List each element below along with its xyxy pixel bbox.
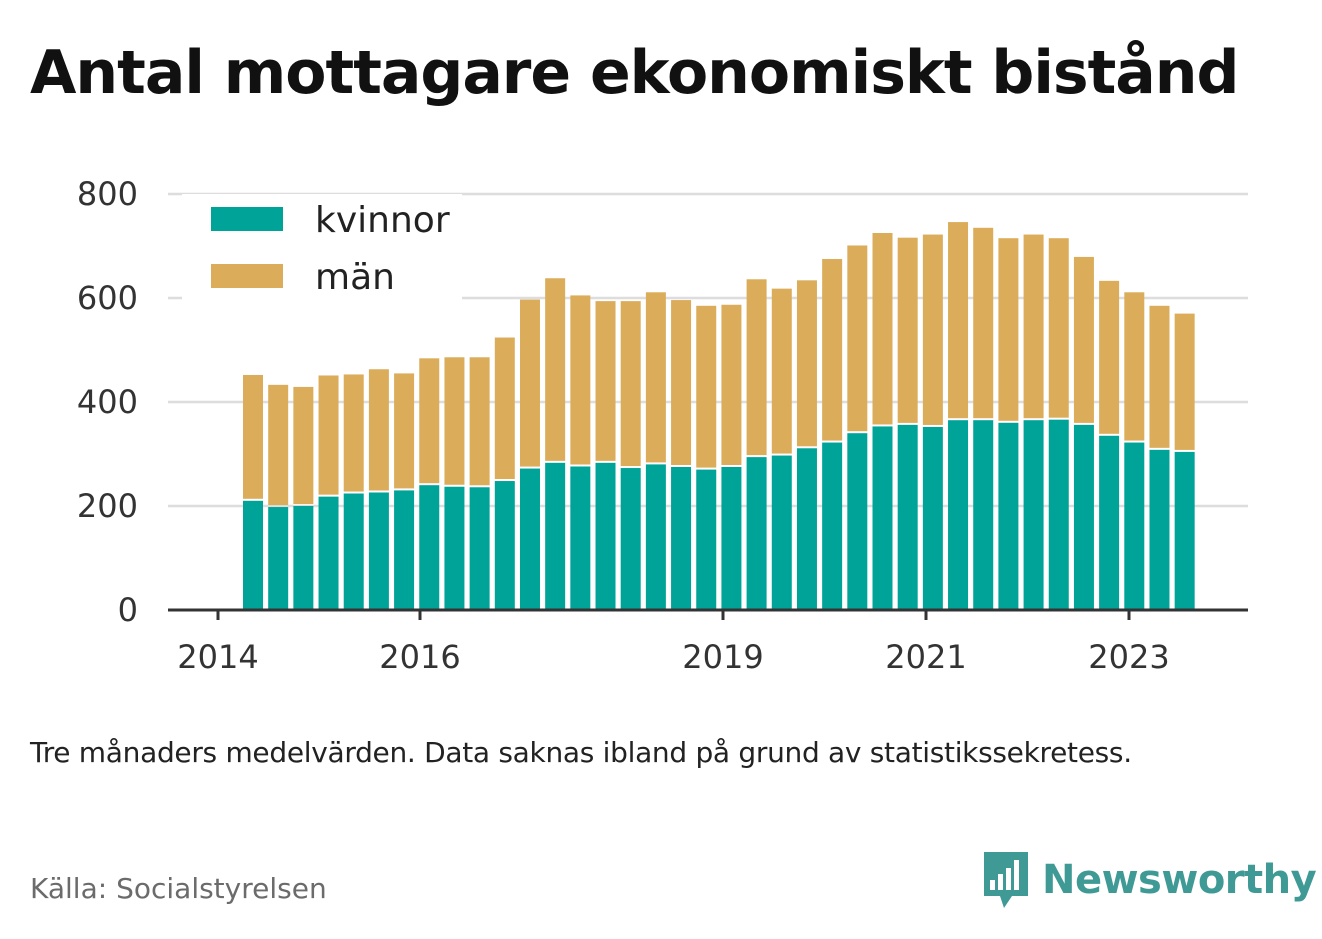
bar-kvinnor xyxy=(293,506,314,610)
bar-kvinnor xyxy=(394,490,415,610)
x-tick-label: 2014 xyxy=(177,638,258,676)
chart-note: Tre månaders medelvärden. Data saknas ib… xyxy=(30,736,1132,769)
bar-kvinnor xyxy=(1048,419,1069,610)
bar-kvinnor xyxy=(696,469,717,610)
bar-kvinnor xyxy=(973,420,994,610)
bar-kvinnor xyxy=(595,462,616,610)
bar-kvinnor xyxy=(998,422,1019,610)
bar-kvinnor xyxy=(721,467,742,610)
bar-man xyxy=(419,358,440,484)
bar-kvinnor xyxy=(1149,449,1170,610)
bar-kvinnor xyxy=(822,442,843,610)
bar-man xyxy=(1073,256,1094,423)
bar-man xyxy=(545,278,566,461)
bar-man xyxy=(343,374,364,492)
y-tick-label: 0 xyxy=(118,591,138,629)
bar-man xyxy=(620,301,641,467)
bar-man xyxy=(444,357,465,485)
bar-man xyxy=(822,259,843,441)
bar-kvinnor xyxy=(1124,442,1145,610)
stacked-bar-chart: 0 200 400 600 800 kvinnor män 2014 2016 2019 2021 2… xyxy=(77,175,1248,676)
x-tick-label: 2019 xyxy=(682,638,763,676)
bar-man xyxy=(494,337,515,480)
y-tick-label: 600 xyxy=(77,279,138,317)
bar-kvinnor xyxy=(343,493,364,610)
bar-man xyxy=(721,304,742,465)
bar-man xyxy=(1023,234,1044,419)
bar-man xyxy=(268,384,289,506)
bar-kvinnor xyxy=(419,485,440,610)
legend-swatch-man xyxy=(211,264,283,288)
bar-kvinnor xyxy=(444,486,465,610)
bar-kvinnor xyxy=(243,500,263,610)
bar-kvinnor xyxy=(771,455,792,610)
bar-kvinnor xyxy=(897,424,918,610)
bar-kvinnor xyxy=(1023,420,1044,610)
bar-kvinnor xyxy=(671,467,692,610)
bar-man xyxy=(872,233,893,425)
bar-man xyxy=(243,374,263,499)
bar-man xyxy=(998,238,1019,421)
bar-man xyxy=(595,301,616,461)
bar-man xyxy=(1099,280,1120,434)
bar-man xyxy=(771,288,792,454)
bar-man xyxy=(948,222,969,419)
bar-kvinnor xyxy=(948,420,969,610)
bar-kvinnor xyxy=(469,487,490,610)
bar-man xyxy=(570,295,591,465)
bar-kvinnor xyxy=(645,464,666,610)
brand-logo[interactable]: Newsworthy xyxy=(982,850,1317,910)
bar-man xyxy=(293,386,314,504)
bar-kvinnor xyxy=(796,448,817,610)
bar-kvinnor xyxy=(494,481,515,610)
bar-kvinnor xyxy=(847,433,868,610)
y-tick-label: 800 xyxy=(77,175,138,213)
newsworthy-chart-bubble-icon xyxy=(984,852,1028,908)
bar-kvinnor xyxy=(570,466,591,610)
bar-man xyxy=(696,305,717,468)
bar-kvinnor xyxy=(620,468,641,610)
legend-label: män xyxy=(315,257,395,298)
bar-kvinnor xyxy=(1174,451,1195,610)
bar-man xyxy=(922,234,943,425)
brand-name: Newsworthy xyxy=(1042,857,1317,903)
legend-swatch-kvinnor xyxy=(211,207,283,231)
bar-kvinnor xyxy=(318,496,339,610)
y-tick-label: 200 xyxy=(77,487,138,525)
bar-kvinnor xyxy=(545,462,566,610)
bar-kvinnor xyxy=(1099,435,1120,610)
bar-kvinnor xyxy=(1073,424,1094,610)
x-tick-label: 2016 xyxy=(379,638,460,676)
bar-kvinnor xyxy=(268,507,289,610)
bar-man xyxy=(645,292,666,463)
x-tick-label: 2021 xyxy=(885,638,966,676)
bar-kvinnor xyxy=(519,468,540,610)
legend-label: kvinnor xyxy=(315,200,450,241)
bar-man xyxy=(746,279,767,456)
chart-title: Antal mottagare ekonomiskt bistånd xyxy=(30,38,1239,108)
bar-kvinnor xyxy=(746,457,767,610)
bar-kvinnor xyxy=(922,426,943,610)
bar-man xyxy=(1174,313,1195,450)
bar-man xyxy=(973,227,994,419)
bar-man xyxy=(897,237,918,423)
bar-kvinnor xyxy=(368,492,389,610)
bar-man xyxy=(1124,292,1145,441)
y-tick-label: 400 xyxy=(77,383,138,421)
bar-man xyxy=(318,375,339,495)
source-label: Källa: Socialstyrelsen xyxy=(30,872,327,905)
bar-man xyxy=(469,357,490,486)
bar-man xyxy=(1149,305,1170,448)
bar-man xyxy=(847,245,868,432)
bar-man xyxy=(368,369,389,491)
bar-kvinnor xyxy=(872,426,893,610)
bar-man xyxy=(394,373,415,489)
bar-man xyxy=(796,280,817,447)
x-tick-label: 2023 xyxy=(1088,638,1169,676)
bar-man xyxy=(671,300,692,465)
bar-man xyxy=(519,299,540,467)
bar-man xyxy=(1048,238,1069,418)
